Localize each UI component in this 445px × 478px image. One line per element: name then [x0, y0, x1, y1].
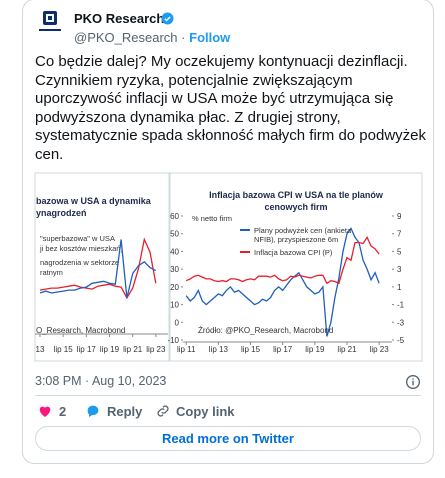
data-line: [185, 227, 380, 337]
image-frame[interactable]: [169, 172, 423, 362]
x-tick-label: lip 11: [177, 345, 196, 354]
x-tick-label: lip 21: [123, 345, 143, 354]
y-tick-label: 60: [170, 212, 179, 221]
y-axis-label: % netto firm: [192, 214, 232, 223]
y2-tick-label: -1: [397, 301, 405, 310]
y2-tick-label: 5: [397, 247, 402, 256]
tweet-line: Co będzie dalej? My oczekujemy kontynuac…: [35, 53, 408, 70]
x-tick-label: lip 23: [370, 345, 390, 354]
y2-tick-label: 9: [397, 212, 402, 221]
link-icon[interactable]: [155, 403, 171, 419]
reply-icon[interactable]: [85, 403, 101, 419]
handle[interactable]: @PKO_Research: [74, 30, 178, 45]
x-tick-label: lip 13: [209, 345, 229, 354]
x-tick-label: lip 21: [337, 345, 357, 354]
tweet-line: systematycznie spada skłonność małych fi…: [35, 127, 426, 145]
legend-label: NFIB), przyspieszone 6m: [254, 235, 338, 244]
source: O_Research, Macrobond: [36, 326, 125, 335]
divider: [35, 395, 421, 396]
y-tick-label: 40: [170, 247, 179, 256]
chart-title: bazowa w USA a dynamika: [36, 196, 152, 206]
legend-label: Inflacja bazowa CPI (P): [254, 248, 333, 257]
y-tick-label: 50: [170, 230, 179, 239]
x-tick-label: lip 15: [54, 345, 74, 354]
y-tick-label: 10: [170, 301, 179, 310]
y2-tick-label: -3: [397, 318, 405, 327]
separator: ·: [181, 30, 186, 45]
like-icon[interactable]: [37, 403, 53, 419]
x-tick-label: lip 17: [77, 345, 97, 354]
data-line: [39, 239, 157, 299]
y2-tick-label: 7: [397, 230, 402, 239]
data-line: [185, 235, 380, 285]
x-tick-label: 13: [36, 345, 45, 354]
x-tick-label: lip 19: [305, 345, 325, 354]
chart-title: cenowych firm: [264, 202, 327, 212]
account-name[interactable]: PKO Research: [74, 11, 165, 26]
legend-label: nagrodzenia w sektorze: [40, 258, 119, 267]
chart-title: Inflacja bazowa CPI w USA na tle planów: [209, 190, 384, 200]
y2-tick-label: 1: [397, 283, 402, 292]
reply-button[interactable]: Reply: [107, 404, 143, 419]
chart-image: bazowa w USA a dynamika ynagrodzeń 13 lip 1…: [35, 196, 168, 354]
info-icon[interactable]: [405, 374, 421, 390]
chart-title: ynagrodzeń: [36, 208, 87, 218]
tweet-line: Czynnikiem ryzyka, potencjalnie zwiększa…: [35, 71, 353, 89]
y2-tick-label: -5: [397, 336, 405, 345]
legend-label: ji bez kosztów mieszkań): [39, 244, 123, 253]
tweet-card: [22, 0, 434, 464]
legend-label: Plany podwyżek cen (ankieta: [254, 226, 352, 235]
avatar[interactable]: [36, 8, 64, 36]
data-line: [39, 237, 157, 300]
copy-link-button[interactable]: Copy link: [176, 404, 235, 419]
x-tick-label: lip 23: [146, 345, 166, 354]
legend-label: ratnym: [40, 268, 63, 277]
verified-badge: [161, 12, 174, 25]
y-tick-label: -10: [167, 336, 179, 345]
tweet-line: cen.: [35, 145, 64, 163]
handle-row: @PKO_Research · Follow: [74, 30, 230, 45]
follow-link[interactable]: Follow: [189, 30, 231, 45]
tweet-line: uporczywość inflacji w USA może być utrz…: [35, 90, 394, 108]
x-tick-label: lip 15: [241, 345, 261, 354]
image-frame[interactable]: [34, 172, 170, 362]
source: Źródło: @PKO_Research, Macrobond: [198, 326, 333, 335]
tweet-line: podwyższona dynamika płac. Z drugiej str…: [35, 108, 341, 126]
y2-tick-label: 3: [397, 265, 402, 274]
read-more-button[interactable]: Read more on Twitter: [35, 426, 421, 451]
like-count[interactable]: 2: [59, 404, 67, 419]
legend-label: "superbazowa" w USA: [40, 234, 115, 243]
y-tick-label: 30: [170, 265, 179, 274]
timestamp[interactable]: 3:08 PM · Aug 10, 2023: [35, 374, 167, 388]
x-tick-label: lip 17: [273, 345, 293, 354]
x-tick-label: lip 19: [100, 345, 120, 354]
y-tick-label: 20: [170, 283, 179, 292]
y-tick-label: 0: [175, 318, 180, 327]
tweet-text: Co będzie dalej? My oczekujemy kontynuac…: [35, 53, 435, 165]
